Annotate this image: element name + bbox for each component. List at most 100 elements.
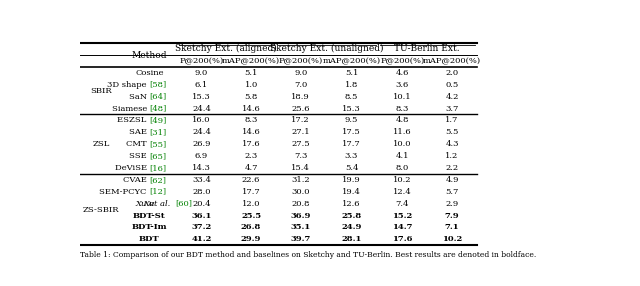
Text: 7.0: 7.0 [294,81,307,89]
Text: 25.5: 25.5 [241,212,261,220]
Text: 24.4: 24.4 [192,105,211,112]
Text: 17.7: 17.7 [342,140,361,148]
Text: [65]: [65] [150,152,166,160]
Text: SaN: SaN [129,93,150,101]
Text: 17.2: 17.2 [291,116,310,124]
Text: 5.7: 5.7 [445,188,459,196]
Text: [55]: [55] [150,140,166,148]
Text: 8.3: 8.3 [396,105,409,112]
Text: 25.6: 25.6 [291,105,310,112]
Text: 9.0: 9.0 [195,69,208,77]
Text: 27.1: 27.1 [291,128,310,136]
Text: 5.8: 5.8 [244,93,258,101]
Text: 29.9: 29.9 [241,235,261,243]
Text: Sketchy Ext. (unaligned): Sketchy Ext. (unaligned) [270,44,383,53]
Text: 3.7: 3.7 [445,105,459,112]
Text: mAP@200(%): mAP@200(%) [222,57,280,65]
Text: 3D shape: 3D shape [108,81,150,89]
Text: [64]: [64] [150,93,166,101]
Text: SBIR: SBIR [90,87,111,95]
Text: 33.4: 33.4 [192,176,211,184]
Text: 8.3: 8.3 [244,116,258,124]
Text: 15.4: 15.4 [291,164,310,172]
Text: 10.2: 10.2 [442,235,462,243]
Text: 24.4: 24.4 [192,128,211,136]
Text: 2.9: 2.9 [445,200,459,208]
Text: 26.9: 26.9 [192,140,211,148]
Text: 4.3: 4.3 [445,140,459,148]
Text: 1.2: 1.2 [445,152,459,160]
Text: 17.6: 17.6 [392,235,413,243]
Text: 26.8: 26.8 [241,223,261,231]
Text: 7.9: 7.9 [445,212,460,220]
Text: 5.5: 5.5 [445,128,459,136]
Text: 14.6: 14.6 [242,128,260,136]
Text: 16.0: 16.0 [192,116,211,124]
Text: 15.3: 15.3 [342,105,361,112]
Text: BDT-Im: BDT-Im [132,223,167,231]
Text: 4.6: 4.6 [396,69,409,77]
Text: 27.5: 27.5 [291,140,310,148]
Text: Xu: Xu [144,200,155,208]
Text: 10.2: 10.2 [393,176,412,184]
Text: [12]: [12] [150,188,166,196]
Text: 12.0: 12.0 [242,200,260,208]
Text: 36.1: 36.1 [191,212,212,220]
Text: 2.3: 2.3 [244,152,258,160]
Text: [58]: [58] [150,81,166,89]
Text: SEM-PCYC: SEM-PCYC [99,188,150,196]
Text: 37.2: 37.2 [191,223,212,231]
Text: 24.9: 24.9 [341,223,362,231]
Text: 15.3: 15.3 [192,93,211,101]
Text: 9.0: 9.0 [294,69,307,77]
Text: 19.9: 19.9 [342,176,361,184]
Text: [48]: [48] [150,105,167,112]
Text: BDT: BDT [139,235,160,243]
Text: 2.2: 2.2 [445,164,459,172]
Text: 10.1: 10.1 [393,93,412,101]
Text: 18.9: 18.9 [291,93,310,101]
Text: P@200(%): P@200(%) [380,57,424,65]
Text: et al.: et al. [150,200,173,208]
Text: [62]: [62] [150,176,166,184]
Text: 41.2: 41.2 [191,235,212,243]
Text: DeViSE: DeViSE [115,164,150,172]
Text: [49]: [49] [150,116,167,124]
Text: 12.4: 12.4 [393,188,412,196]
Text: 2.0: 2.0 [445,69,459,77]
Text: P@200(%): P@200(%) [278,57,323,65]
Text: 28.1: 28.1 [341,235,362,243]
Text: Table 1: Comparison of our BDT method and baselines on Sketchy and TU-Berlin. Be: Table 1: Comparison of our BDT method an… [80,251,536,259]
Text: CVAE: CVAE [123,176,150,184]
Text: 28.0: 28.0 [192,188,211,196]
Text: 9.5: 9.5 [345,116,358,124]
Text: 19.4: 19.4 [342,188,361,196]
Text: [31]: [31] [150,128,166,136]
Text: 14.7: 14.7 [392,223,413,231]
Text: 4.9: 4.9 [445,176,459,184]
Text: 17.5: 17.5 [342,128,361,136]
Text: [60]: [60] [175,200,192,208]
Text: TU-Berlin Ext.: TU-Berlin Ext. [394,44,460,53]
Text: 17.6: 17.6 [242,140,260,148]
Text: 1.7: 1.7 [445,116,459,124]
Text: 20.8: 20.8 [291,200,310,208]
Text: 6.9: 6.9 [195,152,208,160]
Text: Cosine: Cosine [135,69,164,77]
Text: ZSL: ZSL [92,140,109,148]
Text: 35.1: 35.1 [291,223,311,231]
Text: 10.0: 10.0 [393,140,412,148]
Text: 12.6: 12.6 [342,200,361,208]
Text: 25.8: 25.8 [341,212,362,220]
Text: 17.7: 17.7 [242,188,260,196]
Text: 7.1: 7.1 [445,223,460,231]
Text: P@200(%): P@200(%) [179,57,223,65]
Text: 7.3: 7.3 [294,152,307,160]
Text: 6.1: 6.1 [195,81,208,89]
Text: 5.4: 5.4 [345,164,358,172]
Text: SSE: SSE [129,152,150,160]
Text: ESZSL: ESZSL [118,116,150,124]
Text: 1.0: 1.0 [244,81,258,89]
Text: 5.1: 5.1 [345,69,358,77]
Text: [16]: [16] [150,164,166,172]
